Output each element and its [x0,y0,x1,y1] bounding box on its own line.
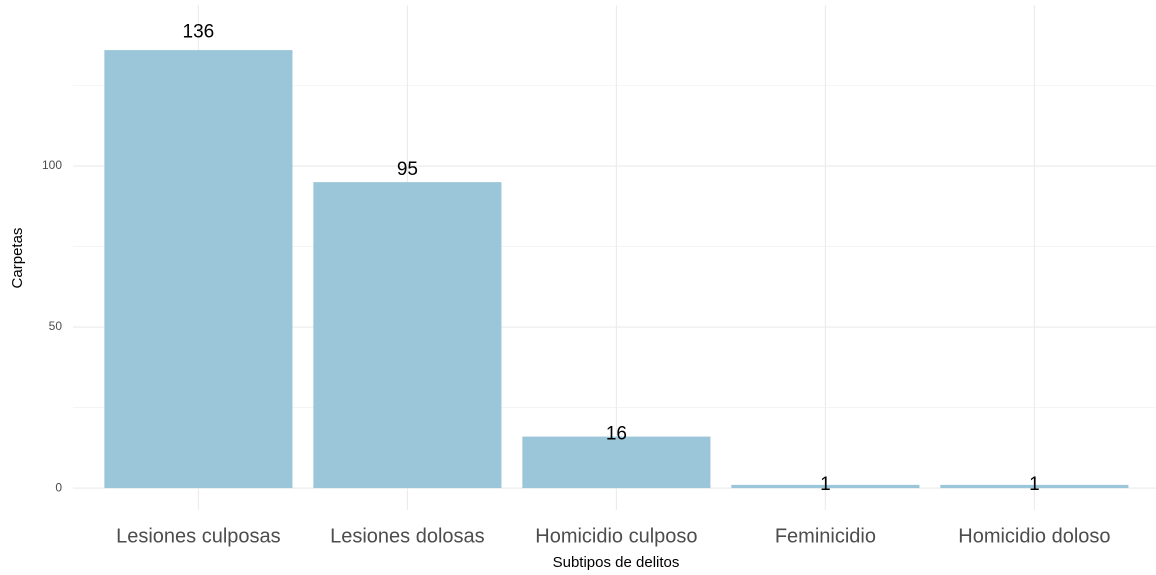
data-label: 1 [820,474,831,495]
x-tick-label: Homicidio doloso [958,525,1110,547]
y-tick-label: 0 [55,480,62,494]
x-tick-label: Lesiones culposas [116,525,281,547]
y-tick-label: 100 [42,158,62,172]
data-label: 136 [183,22,215,43]
bar [940,484,1129,489]
bar [522,436,711,489]
y-axis-title: Carpetas [9,228,26,289]
bar [313,182,502,489]
bar [104,50,293,489]
x-axis-title: Subtipos de delitos [553,554,680,571]
y-tick-label: 50 [49,319,63,333]
data-label: 1 [1029,474,1040,495]
x-tick-label: Homicidio culposo [535,525,697,547]
x-tick-label: Feminicidio [775,525,876,547]
x-tick-label: Lesiones dolosas [330,525,485,547]
data-label: 95 [397,159,418,180]
data-label: 16 [606,424,627,445]
bar [731,484,920,489]
